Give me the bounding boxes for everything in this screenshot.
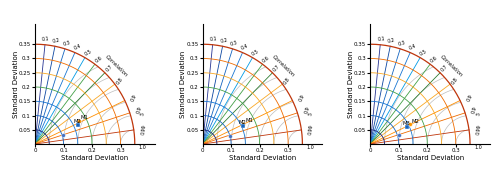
Text: 0.7: 0.7 [440,64,449,73]
Text: 0.1: 0.1 [209,36,218,42]
X-axis label: Standard Deviation: Standard Deviation [396,155,464,161]
Text: 0.4: 0.4 [240,43,250,51]
Text: 1.0: 1.0 [306,145,314,151]
Text: 0.9: 0.9 [298,93,306,102]
Y-axis label: Standard Deviation: Standard Deviation [180,50,186,118]
Text: 0.3: 0.3 [398,40,406,47]
Text: 0.99: 0.99 [140,123,146,135]
Text: 0.6: 0.6 [262,55,270,64]
Text: M1: M1 [81,115,88,120]
Text: 0.5: 0.5 [84,48,92,56]
Text: 0.4: 0.4 [73,43,82,51]
Y-axis label: Standard Deviation: Standard Deviation [348,50,354,118]
Text: 0.1: 0.1 [376,36,385,42]
Text: 0.2: 0.2 [387,37,396,44]
Text: 0.5: 0.5 [251,48,260,56]
Text: 0.9: 0.9 [130,93,138,102]
X-axis label: Standard Deviation: Standard Deviation [61,155,128,161]
Text: 0.6: 0.6 [429,55,438,64]
Text: 0.99: 0.99 [476,123,482,135]
Text: 0.8: 0.8 [450,76,459,85]
Text: Correlation: Correlation [272,54,296,78]
Text: 0.7: 0.7 [104,64,114,73]
Text: 0.8: 0.8 [283,76,292,85]
Text: 1.0: 1.0 [139,145,146,151]
Text: 0.9
5: 0.9 5 [136,106,147,116]
Text: Correlation: Correlation [439,54,464,78]
Text: M1: M1 [245,118,253,123]
Text: 0.9: 0.9 [466,93,473,102]
Text: M2: M2 [74,119,82,124]
Text: 1.0: 1.0 [474,145,482,151]
Text: 0.6: 0.6 [94,55,103,64]
Text: 0.9
5: 0.9 5 [304,106,315,116]
Text: 0.3: 0.3 [230,40,239,47]
Text: 0.7: 0.7 [272,64,281,73]
Text: M2: M2 [412,119,420,124]
Text: 0.1: 0.1 [42,36,50,42]
Text: M2: M2 [239,120,246,125]
Text: Correlation: Correlation [104,54,128,78]
Text: 0.4: 0.4 [408,43,417,51]
Y-axis label: Standard Deviation: Standard Deviation [12,50,18,118]
Text: 0.3: 0.3 [62,40,71,47]
Text: 0.2: 0.2 [52,37,60,44]
Text: 0.2: 0.2 [220,37,228,44]
Text: 0.99: 0.99 [308,123,314,135]
X-axis label: Standard Deviation: Standard Deviation [229,155,296,161]
Text: 0.5: 0.5 [418,48,428,56]
Text: 0.9
5: 0.9 5 [471,106,482,116]
Text: 0.8: 0.8 [116,76,124,85]
Text: M3: M3 [402,122,410,126]
